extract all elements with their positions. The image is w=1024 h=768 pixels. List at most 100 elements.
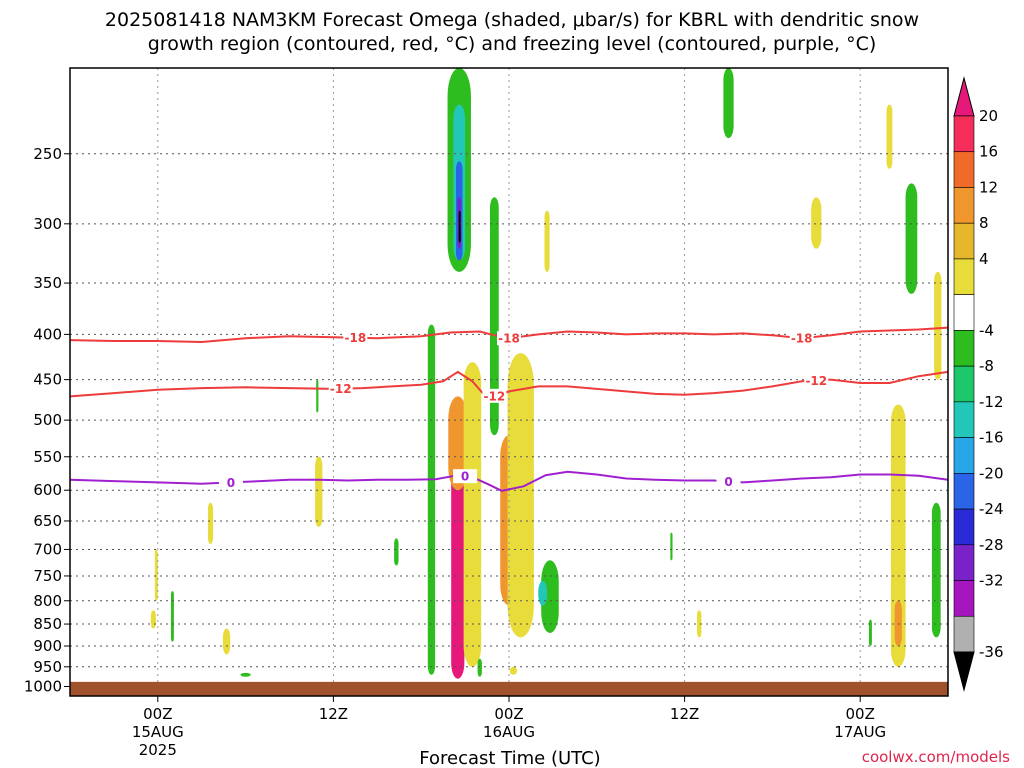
omega-feature-4 [507, 353, 534, 638]
colorbar-segment-6 [953, 330, 975, 367]
x-tick-label-6-2: 2025 [139, 741, 177, 759]
omega-feature-7 [541, 560, 559, 633]
contour-label-bg [343, 330, 368, 345]
y-tick-label-950: 950 [33, 658, 62, 676]
contour-label-bg [716, 474, 741, 489]
chart-title-line-2: growth region (contoured, red, °C) and f… [148, 33, 877, 55]
colorbar-segment-8 [953, 401, 975, 438]
ground-fill [70, 681, 948, 696]
colorbar-bottom-arrow [953, 651, 975, 692]
colorbar-label-12: -32 [979, 572, 1004, 590]
contour-label-0-2: -18 [791, 332, 813, 346]
y-tick-label-300: 300 [33, 215, 62, 233]
colorbar-label-10: -24 [979, 500, 1004, 518]
omega-feature-26 [207, 502, 214, 544]
y-tick-label-250: 250 [33, 145, 62, 163]
omega-feature-37 [477, 658, 482, 677]
contour-label-1-2: -12 [805, 374, 827, 388]
colorbar-label-6: -8 [979, 357, 994, 375]
x-tick-label-54-0: 00Z [846, 705, 875, 723]
contour-label-2-0: 0 [227, 476, 235, 490]
colorbar-segment-13 [953, 580, 975, 617]
omega-feature-29 [170, 591, 174, 642]
y-tick-label-850: 850 [33, 615, 62, 633]
colorbar-segment-11 [953, 508, 975, 546]
contour-label-1-1: -12 [484, 389, 506, 403]
colorbar-segment-9 [953, 437, 975, 474]
y-tick-label-350: 350 [33, 274, 62, 292]
omega-feature-6 [427, 324, 436, 675]
omega-feature-30 [222, 628, 231, 655]
chart-title-line-1: 2025081418 NAM3KM Forecast Omega (shaded… [105, 9, 919, 31]
omega-feature-32 [316, 379, 319, 413]
y-tick-label-1000: 1000 [24, 678, 62, 696]
y-tick-label-700: 700 [33, 540, 62, 558]
x-tick-label-42-0: 12Z [670, 705, 699, 723]
contour-label-bg [482, 388, 507, 403]
omega-feature-19 [934, 271, 942, 380]
omega-feature-34 [670, 532, 673, 561]
colorbar-label-4: 4 [979, 250, 989, 268]
y-tick-label-600: 600 [33, 481, 62, 499]
omega-feature-31 [240, 672, 251, 677]
omega-feature-24 [868, 619, 872, 647]
y-tick-label-900: 900 [33, 637, 62, 655]
colorbar-segment-5 [953, 294, 975, 331]
colorbar-segment-1 [953, 151, 975, 188]
colorbar-segment-3 [953, 222, 975, 260]
colorbar-label-5: -4 [979, 321, 994, 339]
colorbar-label-2: 12 [979, 178, 998, 196]
contour-label-bg [497, 331, 521, 346]
contour-label-bg [218, 475, 243, 490]
colorbar-segment-10 [953, 473, 975, 510]
omega-feature-36 [509, 666, 518, 675]
omega-feature-20 [886, 104, 893, 169]
x-tick-label-30-0: 00Z [494, 705, 523, 723]
contour-label-bg [328, 381, 353, 396]
colorbar-segment-4 [953, 258, 975, 295]
omega-feature-28 [150, 610, 156, 629]
colorbar-segment-0 [953, 115, 975, 153]
omega-feature-9 [489, 197, 499, 436]
omega-feature-21 [890, 404, 906, 667]
omega-shading [150, 68, 942, 679]
y-tick-label-650: 650 [33, 512, 62, 530]
grid-lines [70, 68, 948, 696]
omega-feature-1 [448, 396, 468, 491]
y-tick-label-450: 450 [33, 371, 62, 389]
colorbar-label-3: 8 [979, 214, 989, 232]
contour-label-2-1: 0 [461, 470, 469, 484]
colorbar-label-8: -16 [979, 429, 1004, 447]
contour-label-2-2: 0 [724, 475, 732, 489]
contour-line-2 [69, 470, 949, 492]
colorbar-label-9: -20 [979, 464, 1004, 482]
contour-line-0 [69, 326, 949, 344]
x-tick-label-6-0: 00Z [143, 705, 172, 723]
colorbar-segment-7 [953, 365, 975, 403]
contour-label-1-0: -12 [330, 382, 352, 396]
temperature-contours: -18 -18 -18 -12 -12 -12 0 0 0 [69, 326, 949, 492]
colorbar-segment-2 [953, 187, 975, 224]
x-tick-label-30-1: 16AUG [483, 723, 535, 741]
colorbar-label-13: -36 [979, 643, 1004, 661]
colorbar-label-7: -12 [979, 393, 1004, 411]
omega-feature-22 [894, 600, 902, 647]
contour-label-bg [453, 469, 478, 484]
y-tick-label-750: 750 [33, 567, 62, 585]
colorbar-label-1: 16 [979, 143, 998, 161]
y-tick-label-500: 500 [33, 411, 62, 429]
x-tick-label-6-1: 15AUG [132, 723, 184, 741]
colorbar-top-arrow [953, 76, 975, 117]
x-tick-label-18-0: 12Z [319, 705, 348, 723]
colorbar-label-11: -28 [979, 536, 1004, 554]
omega-feature-8 [538, 581, 548, 606]
colorbar: 20 16 12 8 4 -4 -8 -12 -16 -20 -24 -28 -32 -36 [953, 76, 1004, 692]
ground-surface [70, 681, 948, 696]
omega-feature-16 [723, 68, 734, 139]
contour-label-bg [789, 331, 814, 346]
y-axis-ticks: 250 300 350 400 450 500 550 600 650 700 750 800 850 9… [24, 145, 70, 696]
omega-feature-33 [394, 538, 399, 566]
contour-label-bg [804, 373, 829, 388]
